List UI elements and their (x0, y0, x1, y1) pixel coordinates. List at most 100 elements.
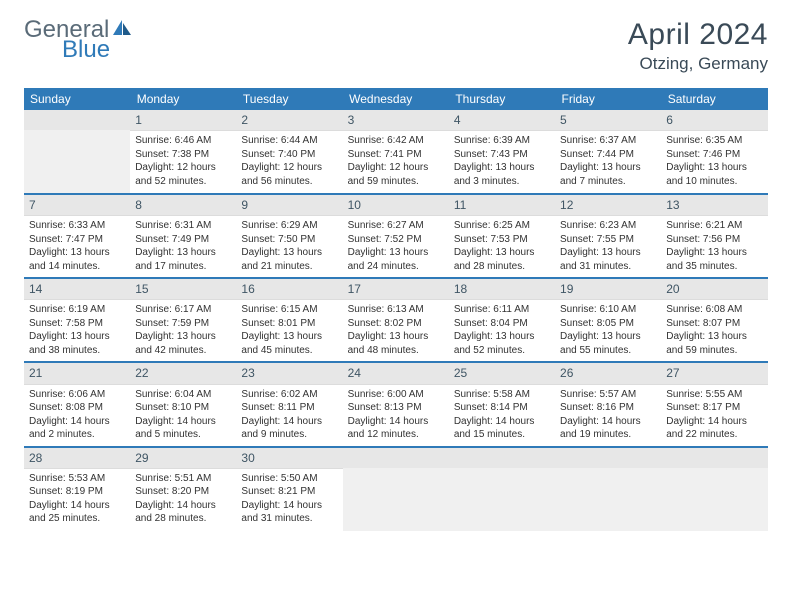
sunrise-text: Sunrise: 5:51 AM (135, 472, 231, 486)
calendar-cell: 20Sunrise: 6:08 AMSunset: 8:07 PMDayligh… (661, 278, 767, 362)
calendar-cell: 2Sunrise: 6:44 AMSunset: 7:40 PMDaylight… (236, 110, 342, 194)
sunset-text: Sunset: 8:02 PM (348, 317, 444, 331)
sunset-text: Sunset: 7:53 PM (454, 233, 550, 247)
day-number: 24 (343, 363, 449, 384)
day-details: Sunrise: 6:08 AMSunset: 8:07 PMDaylight:… (661, 300, 767, 361)
sunrise-text: Sunrise: 6:37 AM (560, 134, 656, 148)
logo: GeneralBlue (24, 18, 133, 62)
sunset-text: Sunset: 7:40 PM (241, 148, 337, 162)
daylight-text-2: and 9 minutes. (241, 428, 337, 442)
sunrise-text: Sunrise: 6:46 AM (135, 134, 231, 148)
page-title: April 2024 (628, 18, 768, 52)
calendar-cell: 28Sunrise: 5:53 AMSunset: 8:19 PMDayligh… (24, 447, 130, 531)
daylight-text-2: and 3 minutes. (454, 175, 550, 189)
day-number: 25 (449, 363, 555, 384)
daylight-text-2: and 55 minutes. (560, 344, 656, 358)
day-details: Sunrise: 6:37 AMSunset: 7:44 PMDaylight:… (555, 131, 661, 192)
calendar-cell: 27Sunrise: 5:55 AMSunset: 8:17 PMDayligh… (661, 362, 767, 446)
sunset-text: Sunset: 7:56 PM (666, 233, 762, 247)
calendar-cell: 15Sunrise: 6:17 AMSunset: 7:59 PMDayligh… (130, 278, 236, 362)
daylight-text-1: Daylight: 13 hours (666, 246, 762, 260)
title-block: April 2024 Otzing, Germany (628, 18, 768, 74)
day-number: 7 (24, 195, 130, 216)
daylight-text-2: and 59 minutes. (666, 344, 762, 358)
header: GeneralBlue April 2024 Otzing, Germany (24, 18, 768, 74)
daylight-text-1: Daylight: 14 hours (241, 499, 337, 513)
calendar-cell: 8Sunrise: 6:31 AMSunset: 7:49 PMDaylight… (130, 194, 236, 278)
calendar-cell: 18Sunrise: 6:11 AMSunset: 8:04 PMDayligh… (449, 278, 555, 362)
daylight-text-2: and 7 minutes. (560, 175, 656, 189)
sunrise-text: Sunrise: 6:42 AM (348, 134, 444, 148)
day-number: 15 (130, 279, 236, 300)
calendar-cell: 23Sunrise: 6:02 AMSunset: 8:11 PMDayligh… (236, 362, 342, 446)
daylight-text-2: and 56 minutes. (241, 175, 337, 189)
daylight-text-1: Daylight: 13 hours (348, 330, 444, 344)
daylight-text-2: and 2 minutes. (29, 428, 125, 442)
calendar-cell: 13Sunrise: 6:21 AMSunset: 7:56 PMDayligh… (661, 194, 767, 278)
calendar-header-row: SundayMondayTuesdayWednesdayThursdayFrid… (24, 88, 768, 110)
calendar-cell: 14Sunrise: 6:19 AMSunset: 7:58 PMDayligh… (24, 278, 130, 362)
day-details: Sunrise: 6:21 AMSunset: 7:56 PMDaylight:… (661, 216, 767, 277)
daylight-text-1: Daylight: 13 hours (560, 330, 656, 344)
daylight-text-2: and 59 minutes. (348, 175, 444, 189)
day-number: 30 (236, 448, 342, 469)
day-number: 28 (24, 448, 130, 469)
day-details: Sunrise: 6:33 AMSunset: 7:47 PMDaylight:… (24, 216, 130, 277)
daylight-text-1: Daylight: 13 hours (454, 246, 550, 260)
daylight-text-1: Daylight: 13 hours (454, 161, 550, 175)
calendar-week-row: 7Sunrise: 6:33 AMSunset: 7:47 PMDaylight… (24, 194, 768, 278)
day-details: Sunrise: 6:00 AMSunset: 8:13 PMDaylight:… (343, 385, 449, 446)
weekday-header: Monday (130, 88, 236, 110)
calendar-cell (24, 110, 130, 194)
sunrise-text: Sunrise: 6:13 AM (348, 303, 444, 317)
day-number: 4 (449, 110, 555, 131)
sunrise-text: Sunrise: 6:02 AM (241, 388, 337, 402)
weekday-header: Friday (555, 88, 661, 110)
calendar-cell: 10Sunrise: 6:27 AMSunset: 7:52 PMDayligh… (343, 194, 449, 278)
daylight-text-1: Daylight: 14 hours (348, 415, 444, 429)
day-details: Sunrise: 6:04 AMSunset: 8:10 PMDaylight:… (130, 385, 236, 446)
day-details: Sunrise: 6:42 AMSunset: 7:41 PMDaylight:… (343, 131, 449, 192)
daylight-text-1: Daylight: 13 hours (666, 330, 762, 344)
calendar-cell: 21Sunrise: 6:06 AMSunset: 8:08 PMDayligh… (24, 362, 130, 446)
sunrise-text: Sunrise: 5:57 AM (560, 388, 656, 402)
sunrise-text: Sunrise: 6:31 AM (135, 219, 231, 233)
day-details: Sunrise: 5:55 AMSunset: 8:17 PMDaylight:… (661, 385, 767, 446)
day-details: Sunrise: 5:58 AMSunset: 8:14 PMDaylight:… (449, 385, 555, 446)
day-number: 21 (24, 363, 130, 384)
daylight-text-1: Daylight: 13 hours (29, 246, 125, 260)
calendar-table: SundayMondayTuesdayWednesdayThursdayFrid… (24, 88, 768, 531)
calendar-body: 1Sunrise: 6:46 AMSunset: 7:38 PMDaylight… (24, 110, 768, 531)
day-details: Sunrise: 6:02 AMSunset: 8:11 PMDaylight:… (236, 385, 342, 446)
daylight-text-2: and 21 minutes. (241, 260, 337, 274)
weekday-header: Thursday (449, 88, 555, 110)
day-details: Sunrise: 6:27 AMSunset: 7:52 PMDaylight:… (343, 216, 449, 277)
day-details: Sunrise: 5:57 AMSunset: 8:16 PMDaylight:… (555, 385, 661, 446)
sunset-text: Sunset: 8:19 PM (29, 485, 125, 499)
daylight-text-1: Daylight: 12 hours (348, 161, 444, 175)
day-number: 8 (130, 195, 236, 216)
daylight-text-2: and 25 minutes. (29, 512, 125, 526)
day-details: Sunrise: 6:25 AMSunset: 7:53 PMDaylight:… (449, 216, 555, 277)
day-number: 19 (555, 279, 661, 300)
day-details: Sunrise: 6:39 AMSunset: 7:43 PMDaylight:… (449, 131, 555, 192)
calendar-cell (449, 447, 555, 531)
sunset-text: Sunset: 7:38 PM (135, 148, 231, 162)
calendar-week-row: 21Sunrise: 6:06 AMSunset: 8:08 PMDayligh… (24, 362, 768, 446)
day-number: 5 (555, 110, 661, 131)
daylight-text-1: Daylight: 13 hours (666, 161, 762, 175)
daylight-text-1: Daylight: 14 hours (666, 415, 762, 429)
sunset-text: Sunset: 7:55 PM (560, 233, 656, 247)
daylight-text-2: and 15 minutes. (454, 428, 550, 442)
day-details: Sunrise: 6:29 AMSunset: 7:50 PMDaylight:… (236, 216, 342, 277)
calendar-cell: 22Sunrise: 6:04 AMSunset: 8:10 PMDayligh… (130, 362, 236, 446)
sunset-text: Sunset: 7:43 PM (454, 148, 550, 162)
daylight-text-2: and 31 minutes. (241, 512, 337, 526)
day-details: Sunrise: 6:11 AMSunset: 8:04 PMDaylight:… (449, 300, 555, 361)
sunrise-text: Sunrise: 6:17 AM (135, 303, 231, 317)
day-number: 9 (236, 195, 342, 216)
sunset-text: Sunset: 8:16 PM (560, 401, 656, 415)
calendar-cell: 12Sunrise: 6:23 AMSunset: 7:55 PMDayligh… (555, 194, 661, 278)
daylight-text-2: and 42 minutes. (135, 344, 231, 358)
daylight-text-2: and 52 minutes. (135, 175, 231, 189)
